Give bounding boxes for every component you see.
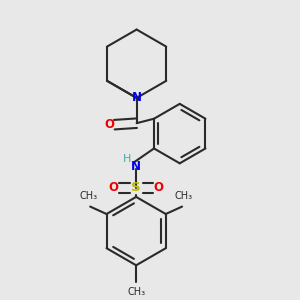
Text: N: N bbox=[131, 160, 141, 173]
Text: N: N bbox=[132, 92, 142, 104]
Text: O: O bbox=[109, 182, 119, 194]
Text: S: S bbox=[131, 182, 141, 194]
Text: O: O bbox=[153, 182, 164, 194]
Text: O: O bbox=[104, 118, 114, 131]
Text: H: H bbox=[123, 154, 131, 164]
Text: CH₃: CH₃ bbox=[80, 191, 98, 201]
Text: CH₃: CH₃ bbox=[127, 287, 145, 297]
Text: CH₃: CH₃ bbox=[175, 191, 193, 201]
